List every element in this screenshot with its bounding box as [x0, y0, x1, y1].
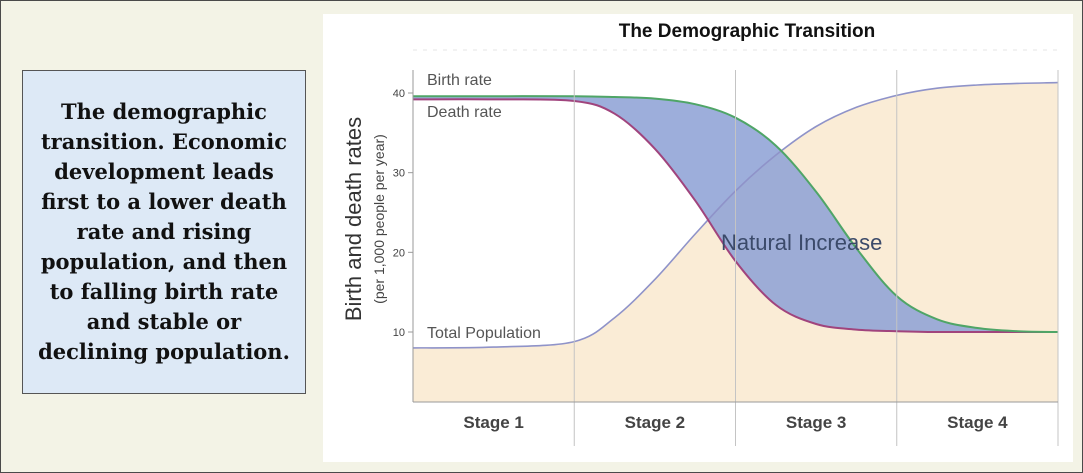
natural-increase-label: Natural Increase [721, 230, 882, 255]
stage-label-2: Stage 2 [625, 413, 685, 432]
demographic-transition-chart: The Demographic Transition 10 20 30 40 Stag… [341, 21, 1059, 446]
y-tick-label-20: 20 [393, 247, 405, 259]
total-population-label: Total Population [427, 325, 541, 342]
chart-panel: The Demographic Transition 10 20 30 40 Stag… [323, 14, 1073, 462]
y-axis-label: Birth and death rates [341, 117, 366, 321]
y-axis-sublabel: (per 1,000 people per year) [371, 134, 387, 304]
stage-label-1: Stage 1 [463, 413, 523, 432]
stage-label-4: Stage 4 [947, 413, 1008, 432]
chart-title: The Demographic Transition [619, 21, 876, 42]
y-tick-label-10: 10 [393, 327, 405, 339]
death-rate-line [412, 98, 1058, 334]
y-tick-label-40: 40 [393, 88, 405, 100]
death-rate-label: Death rate [427, 104, 502, 121]
birth-rate-line [412, 95, 1059, 333]
description-text: The demographic transition. Economic dev… [38, 99, 290, 364]
stage-label-3: Stage 3 [786, 413, 846, 432]
y-tick-label-30: 30 [393, 168, 405, 180]
description-box: The demographic transition. Economic dev… [22, 70, 306, 394]
birth-rate-label: Birth rate [427, 72, 492, 89]
